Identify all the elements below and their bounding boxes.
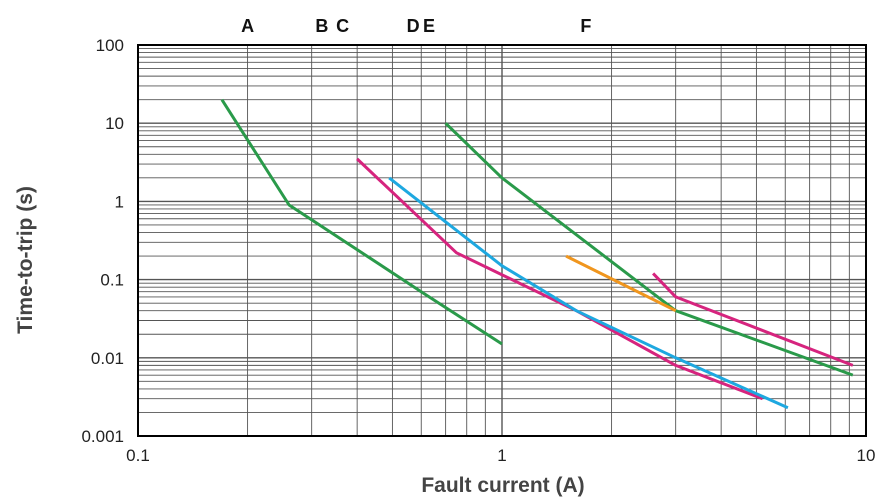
- series-line-4: [444, 122, 854, 377]
- series-line-1: [220, 98, 503, 346]
- y-tick-label: 10: [105, 114, 124, 133]
- y-tick-label: 100: [96, 36, 124, 55]
- zone-label-c: C: [336, 16, 349, 36]
- y-tick-labels: 0.001 0.01 0.1 1 10 100: [81, 36, 124, 446]
- series-line-5: [565, 254, 677, 313]
- zone-label-b: B: [315, 16, 328, 36]
- y-tick-label: 1: [115, 192, 124, 211]
- x-tick-label: 0.1: [126, 446, 150, 465]
- series-line-2: [356, 157, 764, 401]
- series-line-6: [652, 272, 854, 367]
- y-tick-label: 0.001: [81, 427, 124, 446]
- x-tick-label: 10: [857, 446, 876, 465]
- y-axis-label: Time-to-trip (s): [14, 186, 37, 334]
- y-tick-label: 0.01: [91, 349, 124, 368]
- plot-frame: [137, 44, 867, 437]
- zone-label-e: E: [423, 16, 435, 36]
- series-group: [220, 98, 854, 410]
- zone-label-d: D: [407, 16, 420, 36]
- series-line-3: [388, 176, 789, 410]
- x-axis-label: Fault current (A): [421, 474, 584, 497]
- grid: [138, 45, 866, 436]
- x-tick-labels: 0.1 1 10: [126, 446, 875, 465]
- zone-label-a: A: [241, 16, 254, 36]
- x-tick-label: 1: [497, 446, 506, 465]
- y-tick-label: 0.1: [100, 271, 124, 290]
- zone-label-f: F: [580, 16, 591, 36]
